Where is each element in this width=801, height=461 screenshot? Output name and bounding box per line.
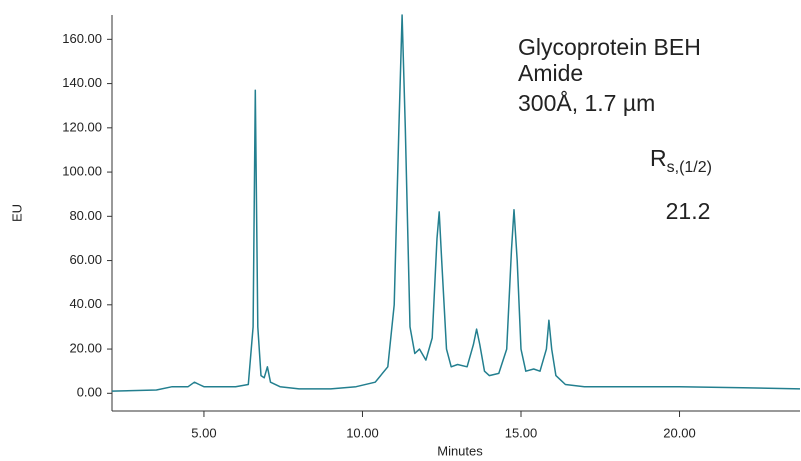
y-tick-label: 140.00 bbox=[62, 75, 102, 90]
annotation: Glycoprotein BEH bbox=[518, 34, 701, 60]
resolution-label: Rs,(1/2) bbox=[650, 145, 712, 176]
y-tick-label: 20.00 bbox=[69, 340, 102, 355]
resolution-main: R bbox=[650, 145, 667, 171]
y-tick-label: 120.00 bbox=[62, 119, 102, 134]
x-axis-label: Minutes bbox=[437, 443, 483, 458]
annotation: 300Å, 1.7 µm bbox=[518, 89, 655, 116]
annotation: Amide bbox=[518, 60, 583, 86]
y-tick-label: 80.00 bbox=[69, 208, 102, 223]
x-tick-label: 15.00 bbox=[505, 425, 538, 440]
resolution-value: 21.2 bbox=[666, 198, 711, 224]
x-tick-label: 5.00 bbox=[191, 425, 216, 440]
y-tick-label: 60.00 bbox=[69, 252, 102, 267]
y-tick-label: 160.00 bbox=[62, 31, 102, 46]
resolution-sub: s,(1/2) bbox=[667, 159, 712, 176]
chromatogram-line bbox=[111, 14, 801, 392]
x-tick-label: 20.00 bbox=[663, 425, 696, 440]
y-tick-label: 40.00 bbox=[69, 296, 102, 311]
y-tick-label: 100.00 bbox=[62, 164, 102, 179]
y-tick-label: 0.00 bbox=[77, 385, 102, 400]
x-tick-label: 10.00 bbox=[346, 425, 379, 440]
y-axis-label: EU bbox=[9, 204, 24, 222]
